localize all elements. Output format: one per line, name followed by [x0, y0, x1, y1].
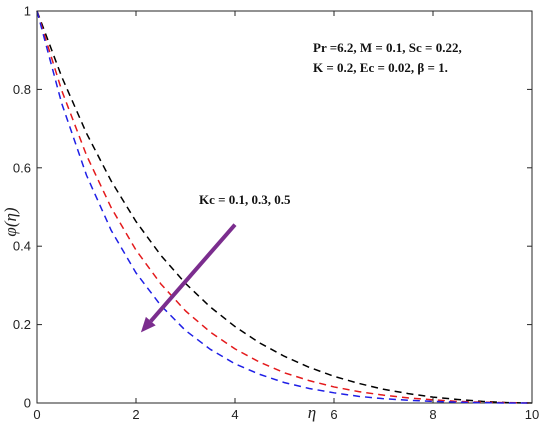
- plot-area: 0 2 4 6 8 10 0 0.2 0.4 0.6 0.8 1: [13, 4, 539, 423]
- y-tick-label: 0.4: [13, 239, 31, 254]
- y-tick-label: 0.6: [13, 160, 31, 175]
- y-tick-label: 1: [24, 4, 31, 19]
- x-axis-label: η: [308, 403, 316, 422]
- y-axis-label: φ(η): [1, 207, 20, 236]
- axes-frame: [36, 10, 533, 404]
- x-tick-label: 0: [33, 407, 40, 422]
- arrow-head: [140, 316, 156, 333]
- parameters-line-1: Pr =6.2, M = 0.1, Sc = 0.22,: [313, 40, 462, 55]
- kc-trend-arrow: [140, 223, 237, 333]
- series-line-1: [36, 10, 533, 404]
- x-tick-label: 10: [525, 407, 539, 422]
- kc-arrow-label: Kc = 0.1, 0.3, 0.5: [199, 192, 291, 207]
- x-tick-label: 8: [429, 407, 436, 422]
- series-line-3: [36, 10, 532, 404]
- axis-ticks: 0 2 4 6 8 10 0 0.2 0.4 0.6 0.8 1: [13, 4, 539, 423]
- x-tick-label: 2: [132, 407, 139, 422]
- x-tick-label: 4: [231, 407, 238, 422]
- y-tick-label: 0: [24, 396, 31, 411]
- arrow-shaft: [149, 223, 237, 323]
- y-tick-label: 0.8: [13, 82, 31, 97]
- parameters-line-2: K = 0.2, Ec = 0.02, β = 1.: [313, 60, 448, 75]
- data-curves: [36, 10, 533, 404]
- y-tick-label: 0.2: [13, 317, 31, 332]
- x-tick-label: 6: [330, 407, 337, 422]
